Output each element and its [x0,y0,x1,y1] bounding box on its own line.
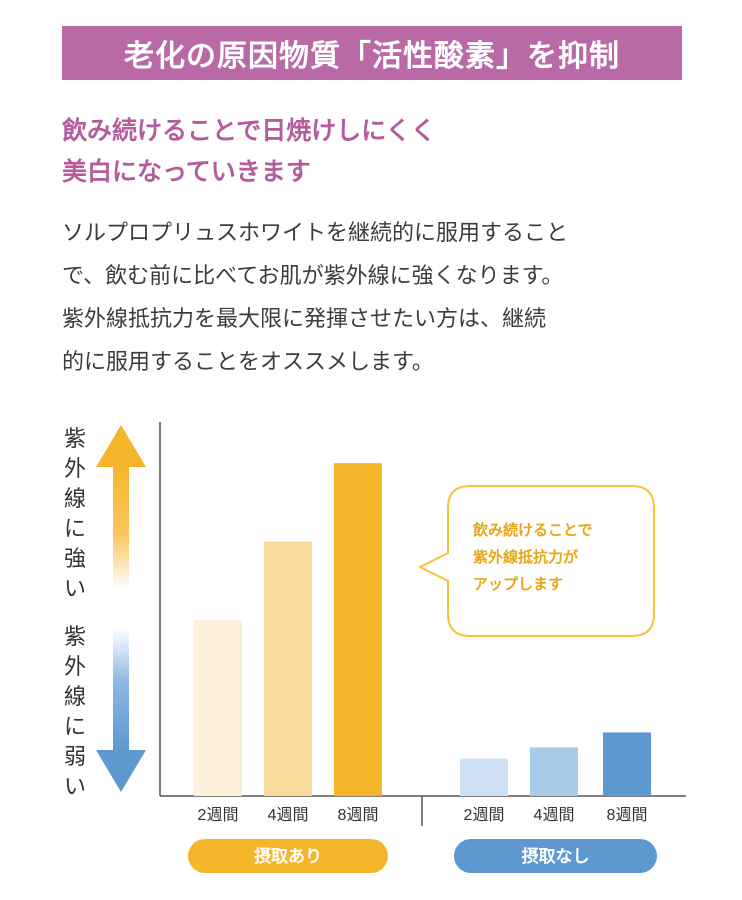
callout-line-1: 飲み続けることで [472,521,593,539]
bar-without-intake-3 [603,732,651,796]
up-arrow-icon [96,425,146,590]
tick-labels-layer: 2週間 4週間 8週間 2週間 4週間 8週間 [198,806,648,824]
group-badge [454,839,657,873]
x-tick-label: 8週間 [607,806,648,824]
x-tick-label: 4週間 [534,806,575,824]
bar-with-intake-1 [194,620,242,796]
subtitle: 飲み続けることで日焼けしにくく 美白になっていきます [62,110,682,192]
group-badge-label: 摂取あり [254,846,322,867]
y-label-char: に [64,715,86,740]
y-label-char: 強 [64,547,86,572]
y-label-char: 弱 [64,745,86,770]
x-tick-label: 2週間 [464,806,505,824]
subtitle-line-1: 飲み続けることで日焼けしにくく [62,116,436,145]
callout-line-2: 紫外線抵抗力が [473,548,579,566]
x-tick-label: 4週間 [268,806,309,824]
bar-with-intake-2 [264,541,312,796]
y-label-char: 外 [64,655,86,680]
header-title: 老化の原因物質「活性酸素」を抑制 [124,39,620,74]
body-text: ソルプロプリュスホワイトを継続的に服用すること で、飲む前に比べてお肌が紫外線に… [62,212,702,384]
group-badge [188,839,388,873]
y-label-char: 紫 [64,427,86,452]
bar-with-intake-3 [334,463,382,796]
y-label-char: い [64,775,86,800]
y-label-char: 線 [64,685,86,710]
bars-layer [194,463,651,796]
y-label-char: に [64,517,86,542]
y-label-char: い [64,577,86,602]
x-tick-label: 2週間 [198,806,239,824]
y-label-char: 線 [64,487,86,512]
y-label-char: 紫 [64,625,86,650]
x-tick-label: 8週間 [338,806,379,824]
body-line-4: 的に服用することをオススメします。 [62,350,434,375]
group-badge-label: 摂取なし [522,846,590,867]
bar-without-intake-1 [460,758,508,796]
bar-without-intake-2 [530,747,578,796]
group-badges-layer: 摂取あり 摂取なし [188,839,657,873]
body-line-3: 紫外線抵抗力を最大限に発揮させたい方は、継続 [62,307,547,332]
subtitle-line-2: 美白になっていきます [62,157,311,186]
header-banner: 老化の原因物質「活性酸素」を抑制 [62,26,682,80]
body-line-2: で、飲む前に比べてお肌が紫外線に強くなります。 [62,264,564,289]
callout-line-3: アップします [473,575,563,593]
down-arrow-icon [96,628,146,792]
callout-bubble: 飲み続けることで 紫外線抵抗力が アップします [417,485,655,637]
y-label-char: 外 [64,457,86,482]
body-line-1: ソルプロプリュスホワイトを継続的に服用すること [62,221,569,246]
